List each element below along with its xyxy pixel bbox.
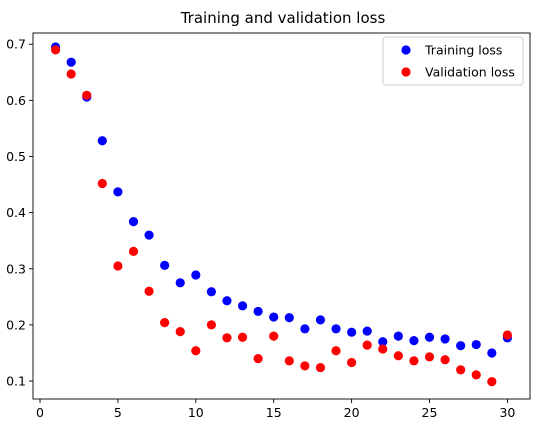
- y-tick-label: 0.3: [6, 261, 26, 276]
- validation-loss-point: [66, 69, 76, 79]
- training-loss-point: [487, 348, 497, 358]
- validation-loss-point: [300, 361, 310, 371]
- validation-loss-point: [191, 346, 201, 356]
- training-loss-point: [128, 217, 139, 227]
- validation-loss-point: [113, 261, 123, 271]
- training-loss-point: [237, 301, 248, 311]
- axes-frame: [32, 32, 531, 400]
- x-tick-label: 5: [114, 405, 122, 420]
- validation-loss-point: [502, 330, 513, 340]
- legend-label-validation-loss: Validation loss: [425, 65, 515, 80]
- training-loss-point: [144, 230, 154, 240]
- validation-loss-point: [409, 356, 419, 366]
- validation-loss-point: [362, 340, 372, 350]
- validation-loss-point: [347, 357, 357, 368]
- x-tick-label: 25: [422, 405, 438, 420]
- training-loss-point: [440, 334, 450, 344]
- validation-loss-point: [269, 331, 279, 341]
- training-loss-point: [97, 136, 107, 146]
- training-loss-point: [347, 327, 357, 337]
- validation-loss-point: [160, 318, 170, 328]
- training-loss-point: [362, 326, 372, 336]
- training-loss-point: [175, 278, 185, 288]
- validation-loss-point: [222, 333, 232, 343]
- validation-loss-point: [253, 353, 263, 364]
- validation-loss-point: [128, 246, 139, 256]
- training-loss-point: [113, 187, 123, 197]
- validation-loss-point: [456, 365, 466, 375]
- validation-loss-point: [471, 370, 481, 380]
- legend-marker-training-loss: [401, 45, 411, 55]
- validation-loss-point: [97, 178, 107, 189]
- validation-loss-point: [487, 376, 497, 387]
- x-tick-label: 30: [499, 405, 515, 420]
- x-tick-label: 0: [36, 405, 44, 420]
- y-tick-label: 0.5: [6, 149, 26, 164]
- training-loss-point: [206, 287, 216, 297]
- y-tick-label: 0.1: [6, 374, 26, 389]
- training-loss-point: [424, 332, 435, 342]
- x-tick-label: 20: [344, 405, 360, 420]
- validation-loss-point: [206, 320, 216, 330]
- y-tick-label: 0.2: [6, 317, 26, 332]
- training-loss-point: [66, 57, 76, 67]
- x-tick-label: 15: [266, 405, 282, 420]
- training-loss-point: [331, 324, 341, 334]
- legend-box: [382, 36, 524, 86]
- validation-loss-point: [237, 332, 248, 342]
- training-loss-point: [269, 312, 279, 322]
- validation-loss-point: [424, 352, 435, 362]
- legend: Training loss Validation loss: [382, 36, 524, 86]
- training-loss-point: [284, 313, 294, 323]
- training-loss-point: [393, 331, 403, 341]
- y-tick-label: 0.7: [6, 37, 26, 52]
- legend-label-training-loss: Training loss: [424, 43, 502, 58]
- training-loss-point: [315, 315, 326, 325]
- plot-area: 0 5 10 15 20 25 30 0.1 0.2 0.3 0.4 0.5 0.6 0.7: [6, 32, 531, 420]
- training-loss-point: [222, 296, 232, 306]
- validation-loss-point: [284, 356, 294, 366]
- training-loss-point: [471, 339, 481, 350]
- validation-loss-point: [175, 327, 185, 337]
- y-tick-label: 0.6: [6, 93, 26, 108]
- chart-title: Training and validation loss: [180, 9, 386, 27]
- y-tick-label: 0.4: [6, 205, 26, 220]
- training-loss-point: [378, 337, 388, 347]
- validation-loss-point: [82, 90, 92, 100]
- legend-marker-validation-loss: [401, 67, 411, 77]
- training-loss-point: [160, 260, 170, 270]
- training-loss-point: [191, 270, 201, 280]
- validation-loss-point: [315, 362, 326, 373]
- training-loss-point: [300, 324, 310, 334]
- training-loss-point: [409, 336, 419, 346]
- validation-loss-point: [331, 346, 341, 356]
- validation-loss-point: [440, 355, 450, 365]
- validation-loss-point: [393, 351, 403, 361]
- validation-loss-point: [144, 286, 154, 296]
- training-loss-point: [456, 341, 466, 351]
- validation-loss-point: [50, 45, 61, 55]
- training-loss-point: [253, 306, 263, 317]
- x-tick-label: 10: [188, 405, 204, 420]
- validation-loss-point: [378, 344, 388, 354]
